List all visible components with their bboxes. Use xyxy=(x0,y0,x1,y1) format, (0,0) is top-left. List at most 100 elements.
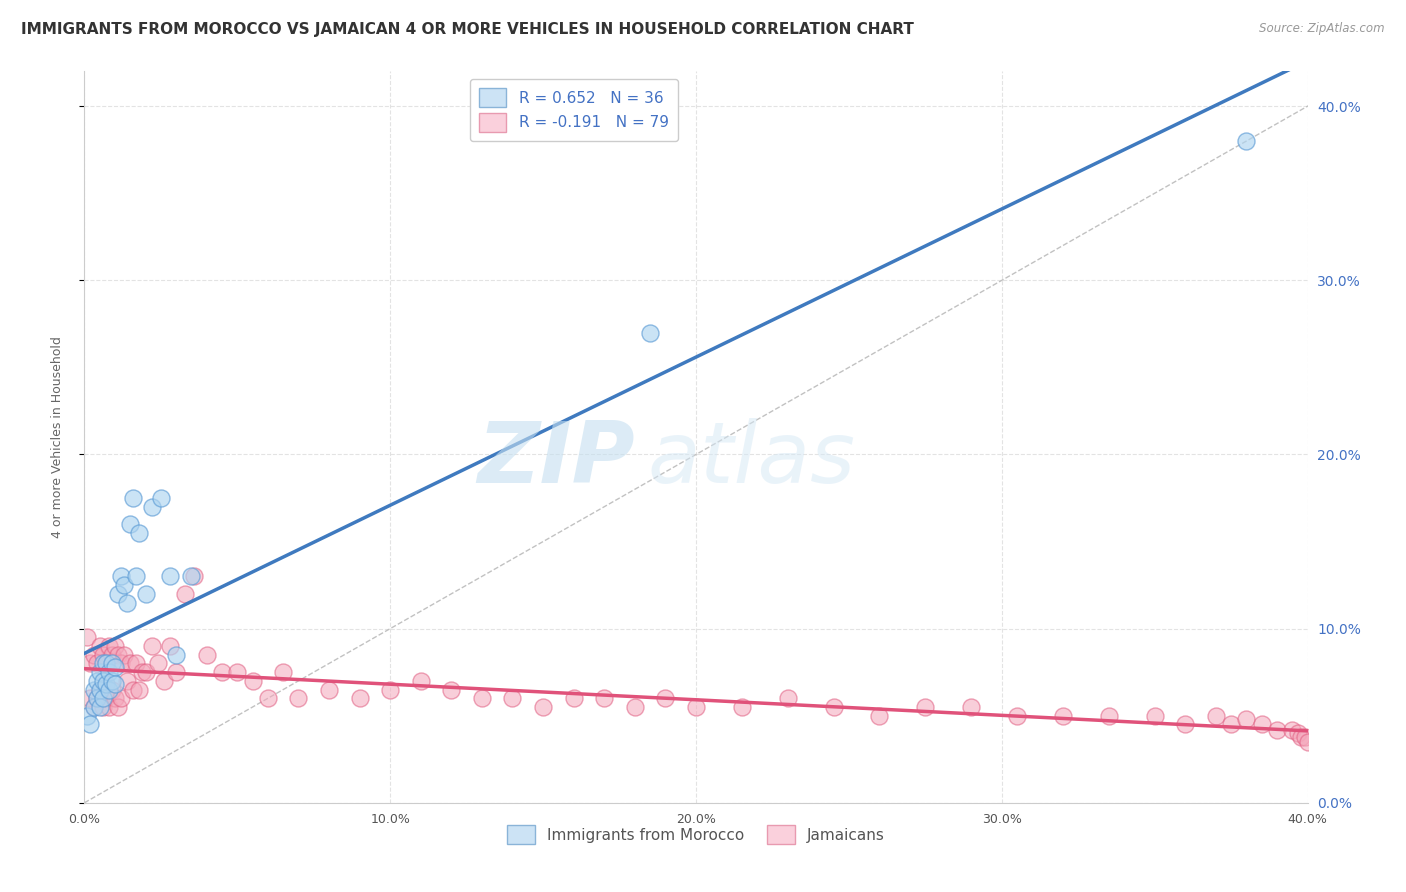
Point xyxy=(89,700,111,714)
Point xyxy=(624,700,647,714)
Point xyxy=(1052,708,1074,723)
Point xyxy=(440,682,463,697)
Point xyxy=(180,569,202,583)
Point xyxy=(226,665,249,680)
Point xyxy=(685,700,707,714)
Point xyxy=(593,691,616,706)
Point xyxy=(1143,708,1166,723)
Point xyxy=(101,673,124,688)
Point xyxy=(79,657,101,671)
Point xyxy=(120,657,142,671)
Point xyxy=(211,665,233,680)
Point xyxy=(1286,726,1309,740)
Point xyxy=(149,491,172,505)
Text: ZIP: ZIP xyxy=(477,417,636,500)
Point xyxy=(97,700,120,714)
Point xyxy=(122,682,145,697)
Point xyxy=(91,657,114,671)
Point xyxy=(86,691,108,706)
Point xyxy=(914,700,936,714)
Point xyxy=(654,691,676,706)
Point xyxy=(97,639,120,653)
Point xyxy=(89,639,111,653)
Point xyxy=(174,587,197,601)
Point xyxy=(86,673,108,688)
Point xyxy=(110,657,132,671)
Point xyxy=(128,525,150,540)
Point xyxy=(823,700,845,714)
Point xyxy=(101,657,124,671)
Point xyxy=(89,682,111,697)
Point xyxy=(110,569,132,583)
Point xyxy=(125,657,148,671)
Point xyxy=(91,700,114,714)
Point xyxy=(146,657,169,671)
Point xyxy=(86,657,108,671)
Point xyxy=(153,673,176,688)
Point xyxy=(115,673,138,688)
Point xyxy=(107,700,129,714)
Point xyxy=(1296,735,1319,749)
Point xyxy=(1265,723,1288,737)
Point xyxy=(960,700,983,714)
Point xyxy=(1294,730,1316,744)
Point xyxy=(79,691,101,706)
Text: Source: ZipAtlas.com: Source: ZipAtlas.com xyxy=(1260,22,1385,36)
Point xyxy=(638,326,661,340)
Point xyxy=(165,665,187,680)
Point xyxy=(115,595,138,609)
Point xyxy=(94,677,117,691)
Point xyxy=(91,673,114,688)
Point xyxy=(531,700,554,714)
Point xyxy=(104,639,127,653)
Point xyxy=(776,691,799,706)
Point xyxy=(94,691,117,706)
Point xyxy=(1098,708,1121,723)
Point xyxy=(869,708,891,723)
Point xyxy=(76,708,98,723)
Point xyxy=(83,700,105,714)
Point xyxy=(1005,708,1028,723)
Point xyxy=(97,665,120,680)
Point xyxy=(83,682,105,697)
Point xyxy=(380,682,402,697)
Text: IMMIGRANTS FROM MOROCCO VS JAMAICAN 4 OR MORE VEHICLES IN HOUSEHOLD CORRELATION : IMMIGRANTS FROM MOROCCO VS JAMAICAN 4 OR… xyxy=(21,22,914,37)
Point xyxy=(141,500,163,514)
Point xyxy=(79,717,101,731)
Point xyxy=(409,673,432,688)
Point xyxy=(1220,717,1243,731)
Point xyxy=(257,691,280,706)
Point xyxy=(1205,708,1227,723)
Point xyxy=(165,648,187,662)
Point xyxy=(318,682,340,697)
Point xyxy=(83,648,105,662)
Point xyxy=(107,587,129,601)
Point xyxy=(287,691,309,706)
Point xyxy=(159,569,181,583)
Point xyxy=(112,578,135,592)
Point xyxy=(107,648,129,662)
Point xyxy=(94,657,117,671)
Point xyxy=(94,657,117,671)
Point xyxy=(91,691,114,706)
Point xyxy=(110,691,132,706)
Point xyxy=(131,665,153,680)
Y-axis label: 4 or more Vehicles in Household: 4 or more Vehicles in Household xyxy=(51,336,63,538)
Point xyxy=(195,648,218,662)
Point xyxy=(76,631,98,645)
Point xyxy=(125,569,148,583)
Point xyxy=(141,639,163,653)
Point xyxy=(83,700,105,714)
Point xyxy=(86,691,108,706)
Text: atlas: atlas xyxy=(647,417,855,500)
Point xyxy=(349,691,371,706)
Point xyxy=(183,569,205,583)
Point xyxy=(271,665,294,680)
Point xyxy=(1281,723,1303,737)
Point xyxy=(104,691,127,706)
Point xyxy=(1291,730,1313,744)
Point xyxy=(562,691,585,706)
Point xyxy=(135,587,157,601)
Point xyxy=(1174,717,1197,731)
Point xyxy=(91,648,114,662)
